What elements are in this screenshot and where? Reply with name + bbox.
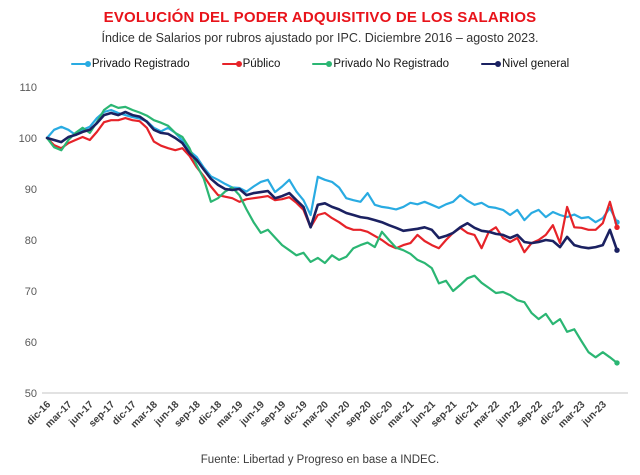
y-tick-label: 70 bbox=[25, 286, 37, 298]
chart-subtitle: Índice de Salarios por rubros ajustado p… bbox=[101, 31, 539, 45]
series-line-privado-registrado bbox=[45, 108, 619, 224]
legend-label: Privado Registrado bbox=[91, 58, 190, 70]
legend-item-pu-blico: Público bbox=[221, 58, 281, 70]
legend-line-dot-icon bbox=[70, 61, 91, 67]
legend-line-dot-icon bbox=[481, 61, 502, 67]
legend-label: Nivel general bbox=[502, 58, 570, 70]
y-tick-label: 60 bbox=[25, 337, 37, 349]
series-line-nivel-general bbox=[45, 110, 619, 252]
chart-title: EVOLUCIÓN DEL PODER ADQUISITIVO DE LOS S… bbox=[103, 9, 537, 26]
series-end-dot-nivel-general bbox=[614, 247, 620, 253]
series-line-pu-blico bbox=[45, 116, 619, 254]
y-tick-label: 80 bbox=[25, 235, 37, 247]
legend-line-dot-icon bbox=[221, 61, 242, 67]
y-tick-label: 50 bbox=[25, 388, 37, 400]
legend-item-nivel-general: Nivel general bbox=[481, 58, 569, 70]
legend-item-privado-no-registrado: Privado No Registrado bbox=[312, 58, 449, 70]
source-note: Fuente: Libertad y Progreso en base a IN… bbox=[200, 454, 440, 466]
series-end-dot-pu-blico bbox=[614, 224, 620, 230]
series-end-dot-privado-no-registrado bbox=[614, 360, 620, 366]
chart-legend: Privado Registrado Público Privado No Regi… bbox=[0, 58, 640, 70]
legend-label: Privado No Registrado bbox=[333, 58, 450, 70]
legend-item-privado-registrado: Privado Registrado bbox=[70, 58, 190, 70]
legend-label: Público bbox=[242, 58, 281, 70]
y-tick-label: 110 bbox=[19, 82, 37, 94]
x-tick-label: jun-23 bbox=[580, 399, 610, 429]
series-line-privado-no-registrado bbox=[45, 103, 619, 364]
y-tick-label: 100 bbox=[19, 133, 37, 145]
y-tick-label: 90 bbox=[25, 184, 37, 196]
legend-line-dot-icon bbox=[312, 61, 333, 67]
